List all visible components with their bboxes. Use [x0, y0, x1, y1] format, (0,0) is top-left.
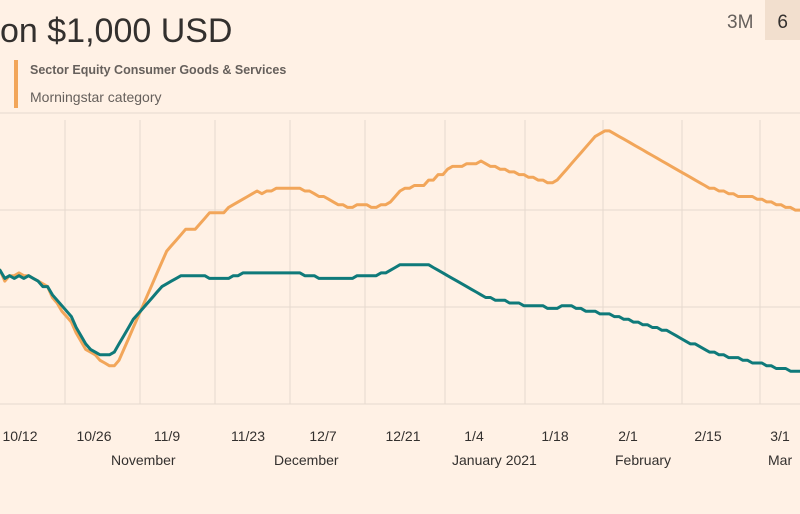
x-tick-label: 12/21	[385, 428, 420, 444]
x-tick-label: 1/18	[541, 428, 568, 444]
range-tab-3m[interactable]: 3M	[727, 12, 754, 33]
series-line	[0, 263, 800, 373]
x-tick-label: 10/12	[2, 428, 37, 444]
x-tick-label: 2/15	[694, 428, 721, 444]
x-month-label: February	[615, 452, 671, 468]
x-tick-label: 2/1	[618, 428, 638, 444]
range-tab-6m[interactable]: 6	[765, 0, 800, 40]
x-tick-label: 11/9	[154, 428, 180, 444]
time-range-tabs: 3M 6	[715, 0, 800, 40]
chart-legend: Sector Equity Consumer Goods & Services …	[14, 60, 286, 108]
chart-title: on $1,000 USD	[0, 12, 233, 50]
x-tick-label: 11/23	[231, 428, 265, 444]
x-month-label: December	[274, 452, 339, 468]
x-month-label: November	[111, 452, 176, 468]
x-month-label: January 2021	[452, 452, 537, 468]
x-tick-label: 3/1	[770, 428, 790, 444]
x-tick-label: 12/7	[309, 428, 336, 444]
legend-category-label: Morningstar category	[30, 89, 162, 105]
series-line	[0, 129, 800, 368]
x-tick-label: 10/26	[76, 428, 111, 444]
legend-fund-label: Sector Equity Consumer Goods & Services	[30, 63, 287, 77]
x-month-label: Mar	[768, 452, 792, 468]
x-tick-label: 1/4	[464, 428, 484, 444]
